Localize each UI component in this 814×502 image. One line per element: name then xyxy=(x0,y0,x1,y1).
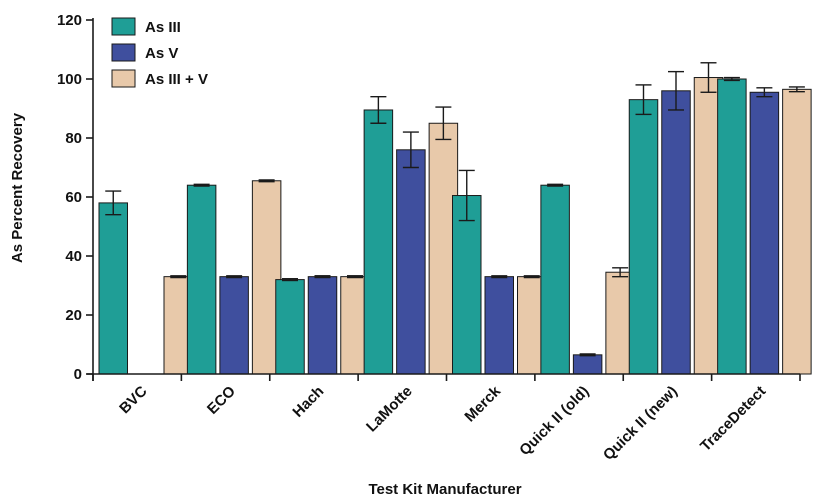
error-bar-eco-series-2 xyxy=(226,275,243,279)
legend-label: As III + V xyxy=(145,71,208,88)
bar-bvc-series-1 xyxy=(98,202,128,375)
error-bar-hach-series-1 xyxy=(282,278,298,282)
error-bar-merck-series-1 xyxy=(458,169,475,222)
error-bar-lamotte-series-3 xyxy=(435,106,452,141)
legend-swatch xyxy=(111,43,136,62)
bar-tracedetect-series-2 xyxy=(749,91,780,375)
error-bar-quick-ii-new--series-2 xyxy=(668,70,684,111)
bar-hach-series-1 xyxy=(275,279,305,375)
error-bar-tracedetect-series-3 xyxy=(788,86,805,93)
y-tick-label: 120 xyxy=(57,12,82,29)
bar-quick-ii-old--series-2 xyxy=(572,354,603,375)
x-tick-label: Quick II (new) xyxy=(600,383,681,464)
y-tick-label: 60 xyxy=(65,189,82,206)
x-tick-label: TraceDetect xyxy=(697,383,769,455)
error-bar-quick-ii-old--series-1 xyxy=(547,183,564,187)
legend-item-series-3: As III + V xyxy=(111,69,208,88)
bar-merck-series-1 xyxy=(452,195,482,375)
legend: As III As V As III + V xyxy=(111,17,208,88)
bar-merck-series-2 xyxy=(484,276,514,375)
x-tick-label: BVC xyxy=(116,383,151,418)
error-bar-quick-ii-old--series-3 xyxy=(612,267,629,278)
x-tick-label: Hach xyxy=(289,383,327,421)
legend-swatch xyxy=(111,17,136,36)
legend-label: As III xyxy=(145,19,181,36)
error-bar-quick-ii-old--series-2 xyxy=(579,353,596,357)
error-bar-lamotte-series-2 xyxy=(402,131,419,169)
y-tick-label: 20 xyxy=(65,307,82,324)
bar-eco-series-2 xyxy=(219,276,249,375)
legend-item-series-2: As V xyxy=(111,43,178,62)
bar-tracedetect-series-1 xyxy=(717,78,747,375)
error-bar-eco-series-1 xyxy=(193,183,210,187)
bar-lamotte-series-1 xyxy=(363,109,394,375)
y-axis-title: As Percent Recovery xyxy=(9,112,26,263)
bar-quick-ii-new--series-2 xyxy=(661,90,691,375)
error-bar-merck-series-2 xyxy=(491,275,508,279)
y-tick-label: 40 xyxy=(65,248,82,265)
y-tick-label: 100 xyxy=(57,71,82,88)
y-tick-labels: 0 20 40 60 80 100 120 xyxy=(57,12,82,383)
y-tick-label: 0 xyxy=(74,366,82,383)
x-tick-label: LaMotte xyxy=(363,383,416,436)
error-bar-hach-series-2 xyxy=(314,275,331,279)
bar-lamotte-series-2 xyxy=(396,149,426,375)
x-axis-title: Test Kit Manufacturer xyxy=(368,481,521,498)
bar-tracedetect-series-3 xyxy=(782,88,812,375)
error-bar-hach-series-3 xyxy=(347,275,363,279)
error-bar-tracedetect-series-2 xyxy=(756,87,773,98)
error-bar-eco-series-3 xyxy=(258,179,275,183)
error-bar-tracedetect-series-1 xyxy=(723,76,740,82)
bar-quick-ii-old--series-1 xyxy=(540,184,570,375)
error-bar-bvc-series-1 xyxy=(105,190,122,216)
legend-swatch xyxy=(111,69,136,88)
error-bar-quick-ii-new--series-3 xyxy=(700,62,717,93)
axes-layer xyxy=(86,18,801,381)
bars-layer xyxy=(98,77,812,375)
error-bars-layer xyxy=(105,62,805,357)
bar-eco-series-1 xyxy=(186,184,217,375)
x-tick-label: ECO xyxy=(204,383,239,418)
error-bar-merck-series-3 xyxy=(523,275,540,279)
error-bar-bvc-series-3 xyxy=(170,275,187,279)
legend-item-series-1: As III xyxy=(111,17,181,36)
x-tick-label: Quick II (old) xyxy=(516,383,592,459)
error-bar-lamotte-series-1 xyxy=(370,95,387,124)
x-tick-label: Merck xyxy=(461,382,504,425)
y-tick-label: 80 xyxy=(65,130,82,147)
legend-label: As V xyxy=(145,45,178,62)
bar-quick-ii-new--series-1 xyxy=(628,99,659,375)
error-bar-quick-ii-new--series-1 xyxy=(635,84,652,116)
bar-hach-series-2 xyxy=(307,276,338,375)
x-tick-labels: BVC ECO Hach LaMotte Merck Quick II (old) Quic… xyxy=(116,382,769,463)
